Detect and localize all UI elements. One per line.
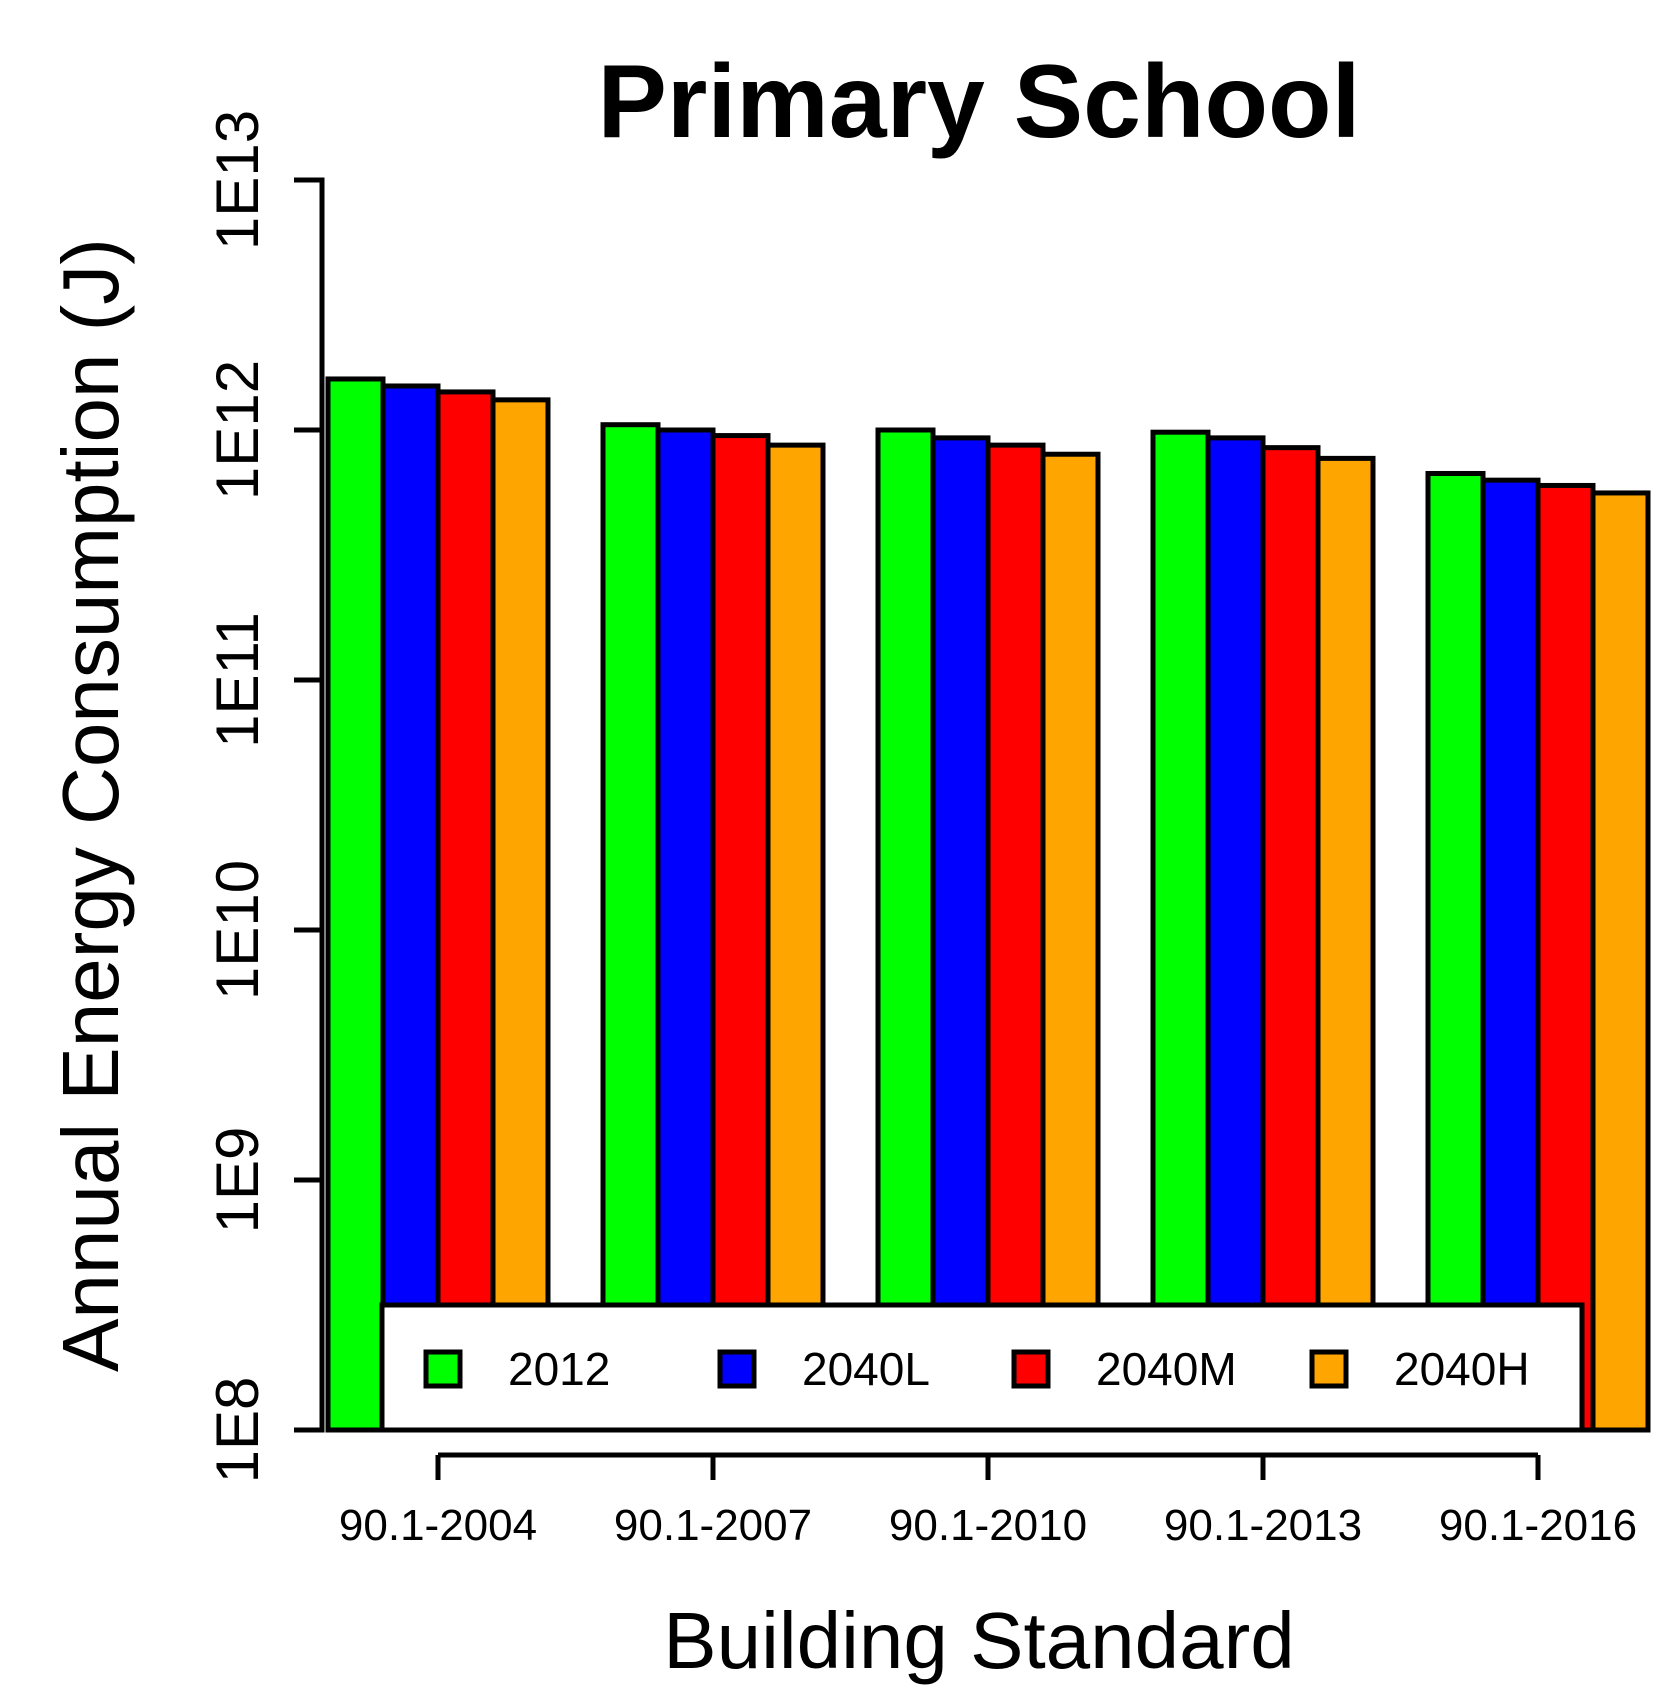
- bar-90.1-2010-2040L: [930, 435, 991, 1433]
- y-tick-label: 1E13: [204, 110, 271, 250]
- bar-90.1-2016-2012: [1425, 470, 1486, 1433]
- bar-90.1-2007-2040M: [710, 433, 771, 1433]
- x-tick-label: 90.1-2010: [889, 1501, 1087, 1550]
- bar-90.1-2016-2040H: [1590, 490, 1651, 1433]
- legend-label-2012: 2012: [508, 1343, 610, 1395]
- chart-title: Primary School: [598, 44, 1361, 160]
- y-tick-label: 1E8: [204, 1377, 271, 1484]
- y-axis: 1E8 1E9 1E10 1E11 1E12 1E13: [204, 110, 325, 1484]
- bar-90.1-2004-2040M: [435, 389, 496, 1433]
- x-axis-label: Building Standard: [663, 1596, 1295, 1685]
- y-tick-label: 1E10: [204, 860, 271, 1000]
- bar-90.1-2010-2012: [875, 427, 936, 1433]
- legend-label-2040M: 2040M: [1096, 1343, 1237, 1395]
- legend: 2012 2040L 2040M 2040H: [379, 1302, 1585, 1433]
- legend-box: [379, 1302, 1585, 1433]
- x-tick-label: 90.1-2004: [339, 1501, 537, 1550]
- legend-swatch-2040L: [717, 1349, 757, 1389]
- y-tick-label: 1E11: [204, 612, 271, 748]
- legend-swatch-2040H: [1309, 1349, 1349, 1389]
- x-tick-label: 90.1-2013: [1164, 1501, 1362, 1550]
- bar-90.1-2013-2040M: [1260, 445, 1321, 1433]
- bar-90.1-2010-2040M: [985, 442, 1046, 1433]
- bar-90.1-2007-2012: [600, 422, 661, 1433]
- y-tick-label: 1E12: [204, 360, 271, 500]
- bar-90.1-2010-2040H: [1040, 451, 1101, 1433]
- legend-label-2040L: 2040L: [802, 1343, 930, 1395]
- x-tick-label: 90.1-2007: [614, 1501, 812, 1550]
- legend-swatch-2012: [423, 1349, 463, 1389]
- legend-swatch-2040M: [1011, 1349, 1051, 1389]
- bars-layer: [325, 376, 1651, 1433]
- bar-90.1-2016-2040L: [1480, 477, 1541, 1433]
- y-tick-label: 1E9: [204, 1127, 271, 1234]
- bar-90.1-2013-2040L: [1205, 435, 1266, 1433]
- bar-90.1-2007-2040H: [765, 442, 826, 1433]
- x-axis: 90.1-2004 90.1-2007 90.1-2010 90.1-2013 90.1…: [339, 1452, 1637, 1550]
- bar-90.1-2004-2040H: [490, 397, 551, 1433]
- bar-90.1-2013-2012: [1150, 429, 1211, 1433]
- bar-90.1-2016-2040M: [1535, 482, 1596, 1433]
- bar-90.1-2007-2040L: [655, 427, 716, 1433]
- bar-90.1-2004-2040L: [380, 383, 441, 1433]
- legend-label-2040H: 2040H: [1394, 1343, 1530, 1395]
- bar-90.1-2004-2012: [325, 376, 386, 1433]
- bar-90.1-2013-2040H: [1315, 455, 1376, 1433]
- y-axis-label: Annual Energy Consumption (J): [46, 238, 135, 1372]
- x-tick-label: 90.1-2016: [1439, 1501, 1637, 1550]
